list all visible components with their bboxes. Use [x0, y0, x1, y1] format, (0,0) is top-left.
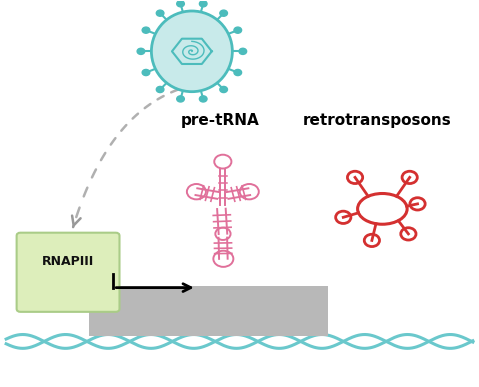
Circle shape	[156, 86, 164, 92]
Bar	[90, 286, 328, 336]
Circle shape	[234, 27, 241, 33]
Text: pre-tRNA: pre-tRNA	[181, 113, 260, 128]
Circle shape	[177, 1, 184, 7]
Circle shape	[220, 86, 228, 92]
Circle shape	[199, 96, 207, 102]
Circle shape	[177, 96, 184, 102]
Ellipse shape	[151, 11, 232, 92]
Circle shape	[142, 27, 150, 33]
Circle shape	[156, 10, 164, 16]
Circle shape	[239, 48, 247, 55]
Text: retrotransposons: retrotransposons	[303, 113, 452, 128]
Circle shape	[142, 69, 150, 75]
Circle shape	[220, 10, 228, 16]
Circle shape	[199, 1, 207, 7]
FancyBboxPatch shape	[17, 233, 119, 312]
Circle shape	[234, 69, 241, 75]
Text: RNAPIII: RNAPIII	[42, 255, 94, 268]
Circle shape	[137, 48, 145, 55]
